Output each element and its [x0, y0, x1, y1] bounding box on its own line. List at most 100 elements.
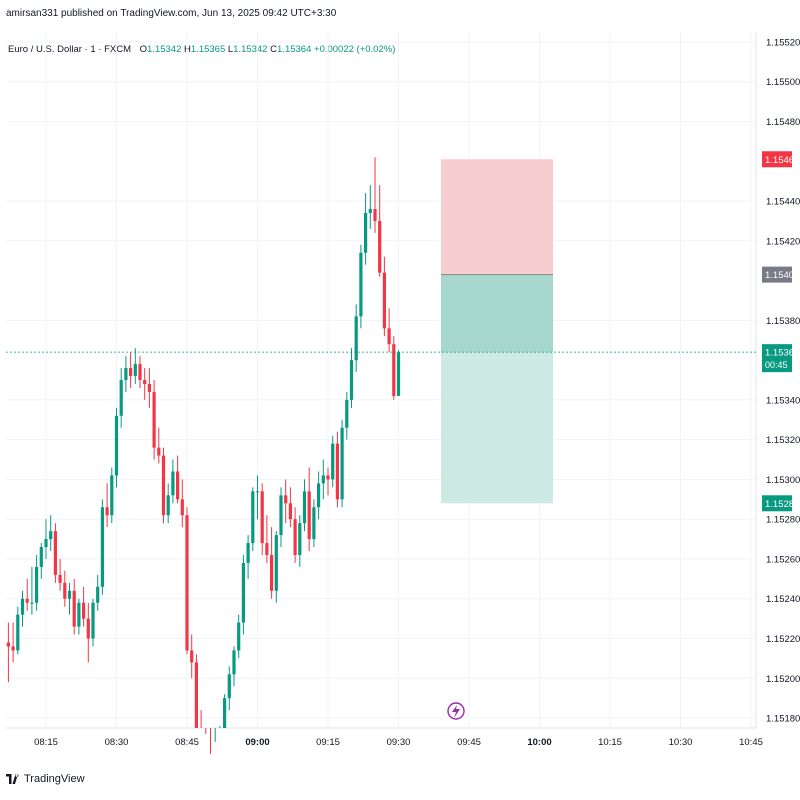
change-value: +0.00022 (+0.02%): [314, 44, 396, 55]
x-tick-label: 09:30: [387, 737, 411, 748]
published-by-text: amirsan331 published on TradingView.com,…: [6, 8, 337, 19]
x-tick-label: 09:45: [457, 737, 481, 748]
candle-body: [39, 547, 43, 567]
candle-body: [321, 475, 325, 484]
high-value: 1.15365: [190, 44, 226, 55]
x-tick-label: 08:45: [175, 737, 199, 748]
candle-body: [185, 515, 189, 651]
candle-body: [265, 543, 269, 555]
stop-loss-zone[interactable]: [441, 159, 553, 275]
y-tick-label: 1.15440: [766, 197, 800, 208]
candle-body: [349, 360, 354, 400]
candle-body: [223, 698, 227, 728]
candle-body: [190, 650, 194, 663]
candle-body: [227, 674, 231, 699]
candle-body: [171, 471, 175, 496]
candle-body: [302, 491, 307, 524]
candle-body: [340, 427, 344, 500]
candle-body: [91, 602, 95, 639]
x-tick-label: 10:45: [739, 737, 763, 748]
candle-body: [124, 368, 128, 380]
x-tick-label: 08:30: [105, 737, 129, 748]
low-label: L: [227, 44, 234, 55]
x-tick-label: 08:15: [34, 737, 58, 748]
candle-body: [382, 272, 386, 329]
y-tick-label: 1.15420: [766, 236, 800, 247]
entry-price-tag-bg: [762, 266, 792, 283]
y-tick-label: 1.15380: [766, 316, 800, 327]
x-tick-label: 09:15: [316, 737, 340, 748]
target-price-tag-bg: [762, 495, 792, 512]
candle-body: [255, 491, 260, 493]
candle-body: [63, 582, 67, 599]
candle-body: [237, 622, 241, 651]
candle-body: [161, 455, 166, 516]
candle-body: [58, 574, 62, 583]
y-tick-label: 1.15480: [766, 117, 800, 128]
candle-body: [53, 531, 57, 575]
candle-body: [326, 475, 330, 480]
candle-body: [157, 447, 161, 456]
candle-body: [6, 642, 10, 647]
stop-price-tag: 1.15461: [765, 155, 799, 166]
candle-body: [133, 364, 137, 377]
candle-body: [241, 562, 245, 623]
candle-body: [143, 380, 147, 384]
candle-body: [72, 590, 76, 627]
candle-body: [166, 495, 170, 516]
candle-body: [260, 491, 264, 544]
candle-body: [180, 499, 184, 516]
x-tick-label: 09:00: [245, 737, 269, 748]
candle-body: [270, 554, 274, 591]
active-profit-zone: [441, 274, 553, 353]
candle-body: [96, 586, 100, 603]
target-price-tag: 1.15288: [765, 499, 799, 510]
open-label: O: [139, 44, 148, 55]
candle-body: [49, 531, 53, 540]
open-value: 1.15342: [147, 44, 182, 55]
countdown-tag: 00:45: [765, 360, 788, 370]
candle-body: [359, 252, 363, 317]
candle-body: [288, 503, 292, 520]
candle-body: [293, 519, 297, 555]
candle-body: [110, 475, 114, 516]
candle-body: [307, 491, 311, 540]
candle-body: [298, 523, 302, 555]
candle-body: [105, 507, 109, 516]
flash-bolt-icon: [452, 705, 460, 718]
candle-body: [25, 598, 29, 603]
candle-body: [396, 352, 401, 396]
current-price-tag: 1.15364: [765, 348, 799, 359]
current-price-tag-bg: [762, 344, 792, 373]
close-label: C: [270, 44, 278, 55]
y-tick-label: 1.15260: [766, 554, 800, 565]
y-tick-label: 1.15240: [766, 594, 800, 605]
y-tick-label: 1.15320: [766, 435, 800, 446]
candle-body: [11, 646, 15, 651]
candle-body: [30, 602, 34, 604]
footer-brand: TradingView: [24, 773, 85, 785]
candle-body: [114, 415, 119, 476]
x-tick-label: 10:15: [598, 737, 622, 748]
y-tick-label: 1.15520: [766, 37, 800, 48]
symbol-name[interactable]: Euro / U.S. Dollar · 1 · FXCM: [8, 44, 131, 55]
y-tick-label: 1.15300: [766, 475, 800, 486]
candle-body: [317, 483, 321, 508]
footer: TradingView: [6, 773, 85, 785]
candle-body: [368, 208, 372, 213]
candle-body: [284, 495, 288, 504]
candle-body: [147, 383, 151, 392]
candle-body: [44, 539, 48, 548]
candle-body: [232, 650, 236, 675]
candle-body: [129, 368, 133, 377]
candle-body: [312, 507, 316, 540]
candle-body: [345, 399, 349, 428]
candle-body: [82, 602, 86, 619]
candle-body: [152, 391, 156, 448]
candle-body: [194, 662, 198, 728]
candle-body: [119, 380, 123, 416]
candle-body: [246, 543, 250, 563]
y-tick-label: 1.15280: [766, 515, 800, 526]
candle-body: [274, 535, 278, 591]
